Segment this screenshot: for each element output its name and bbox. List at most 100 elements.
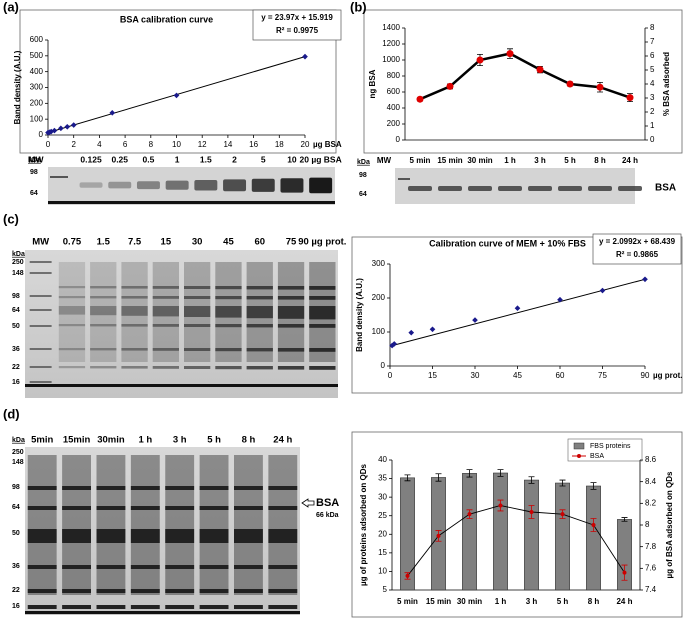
lane-label: 30 min: [467, 156, 492, 165]
gel-band: [152, 286, 179, 289]
gel-band: [90, 366, 117, 369]
gel-band: [96, 506, 126, 510]
gel-band: [223, 179, 247, 192]
marker-unit: kDa: [28, 157, 41, 164]
r-squared: R² = 0.9865: [616, 250, 659, 259]
gel-band: [268, 506, 298, 510]
error-bar: [621, 517, 628, 522]
gel-band: [234, 605, 263, 609]
y-tick-label: 4: [650, 79, 655, 88]
gel-band: [152, 348, 179, 351]
point: [557, 296, 563, 303]
gel-band: [27, 589, 57, 593]
gel-band: [29, 261, 52, 263]
lane-label: 45: [223, 237, 234, 248]
point: [514, 305, 521, 312]
y-tick-label: 8: [650, 23, 655, 32]
y-tick-label: 600: [30, 35, 44, 44]
gel-band: [234, 565, 263, 569]
point: [302, 53, 308, 60]
y-tick-label: 3: [650, 93, 655, 102]
gel-band: [309, 177, 333, 194]
chart-title: BSA calibration curve: [120, 14, 213, 24]
gel-band: [184, 348, 211, 351]
x-tick-label: 8 h: [588, 597, 600, 606]
gel-band: [184, 366, 211, 369]
lane-label: 3 h: [173, 435, 187, 446]
lane-label: 1.5: [97, 237, 111, 248]
equation: y = 23.97x + 15.919: [261, 13, 333, 22]
point: [408, 329, 415, 336]
gel-band: [121, 324, 148, 327]
x-tick-label: 5 h: [557, 597, 569, 606]
gel-band: [588, 186, 612, 191]
marker-label: 22: [12, 364, 20, 371]
axis-label: ng BSA: [368, 69, 377, 98]
gel-band: [194, 180, 218, 191]
error-bar: [497, 499, 504, 512]
lane-label: 20 µg BSA: [300, 154, 342, 164]
lane-label: 1 h: [138, 435, 152, 446]
marker-label: 250: [12, 449, 24, 456]
gel-band: [96, 565, 126, 569]
gel-smear: [199, 455, 229, 595]
lane-label: 5 min: [410, 156, 431, 165]
y-tick-label: 35: [378, 474, 387, 483]
gel-band: [215, 296, 242, 300]
marker-label: 98: [359, 172, 367, 179]
gel-band: [29, 295, 52, 297]
y-tick-label: 1: [650, 121, 655, 130]
gel-band: [246, 286, 273, 290]
gel-band: [121, 306, 148, 316]
lane-label: 15 min: [437, 156, 462, 165]
marker-label: 250: [12, 259, 24, 266]
bar: [524, 479, 539, 591]
gel-band: [277, 366, 305, 370]
panel-c-frame: [351, 236, 683, 394]
y-tick-label: 200: [372, 293, 386, 302]
y-tick-label: 40: [378, 455, 387, 464]
point: [429, 326, 436, 333]
point: [642, 276, 648, 283]
x-tick-label: 90: [641, 371, 650, 380]
y-tick-label: 400: [387, 103, 401, 112]
y-tick-label: 1200: [382, 39, 400, 48]
y-tick-label: 7.4: [645, 585, 657, 594]
y-tick-label: 0: [381, 361, 386, 370]
x-tick-label: 6: [123, 140, 128, 149]
y-tick-label: 100: [372, 327, 386, 336]
gel-band: [498, 186, 522, 191]
gel-band: [184, 286, 211, 289]
gel-band: [184, 324, 211, 327]
gel-band: [268, 589, 298, 593]
arrow: [301, 498, 315, 508]
gel-band: [121, 286, 148, 289]
gel-band: [408, 186, 432, 191]
y-tick-label: 0: [650, 135, 655, 144]
y-tick-label: 600: [387, 87, 401, 96]
gel-smear: [268, 455, 298, 595]
y-tick-label: 20: [378, 529, 387, 538]
gel-band: [96, 529, 126, 543]
gel-smear: [309, 262, 336, 362]
gel-band: [277, 286, 305, 290]
lane-label: 3 h: [534, 156, 546, 165]
gel-band: [199, 506, 229, 510]
gel-band: [50, 176, 68, 178]
y-tick-label: 10: [378, 567, 387, 576]
gel-band: [199, 486, 229, 490]
bar: [493, 472, 508, 591]
y-tick-label: 0: [39, 130, 44, 139]
x-tick-label: 1 h: [495, 597, 507, 606]
lane-label: 15: [161, 237, 172, 248]
gel-band: [96, 605, 126, 609]
x-tick-label: 45: [513, 371, 522, 380]
marker-label: 148: [12, 270, 24, 277]
gel-band: [29, 348, 52, 350]
gel-band: [309, 324, 336, 328]
lane-label: 24 h: [273, 435, 292, 446]
gel-band: [29, 325, 52, 327]
x-tick-label: 4: [97, 140, 102, 149]
marker-label: 98: [30, 169, 38, 176]
gel-band: [27, 486, 57, 490]
